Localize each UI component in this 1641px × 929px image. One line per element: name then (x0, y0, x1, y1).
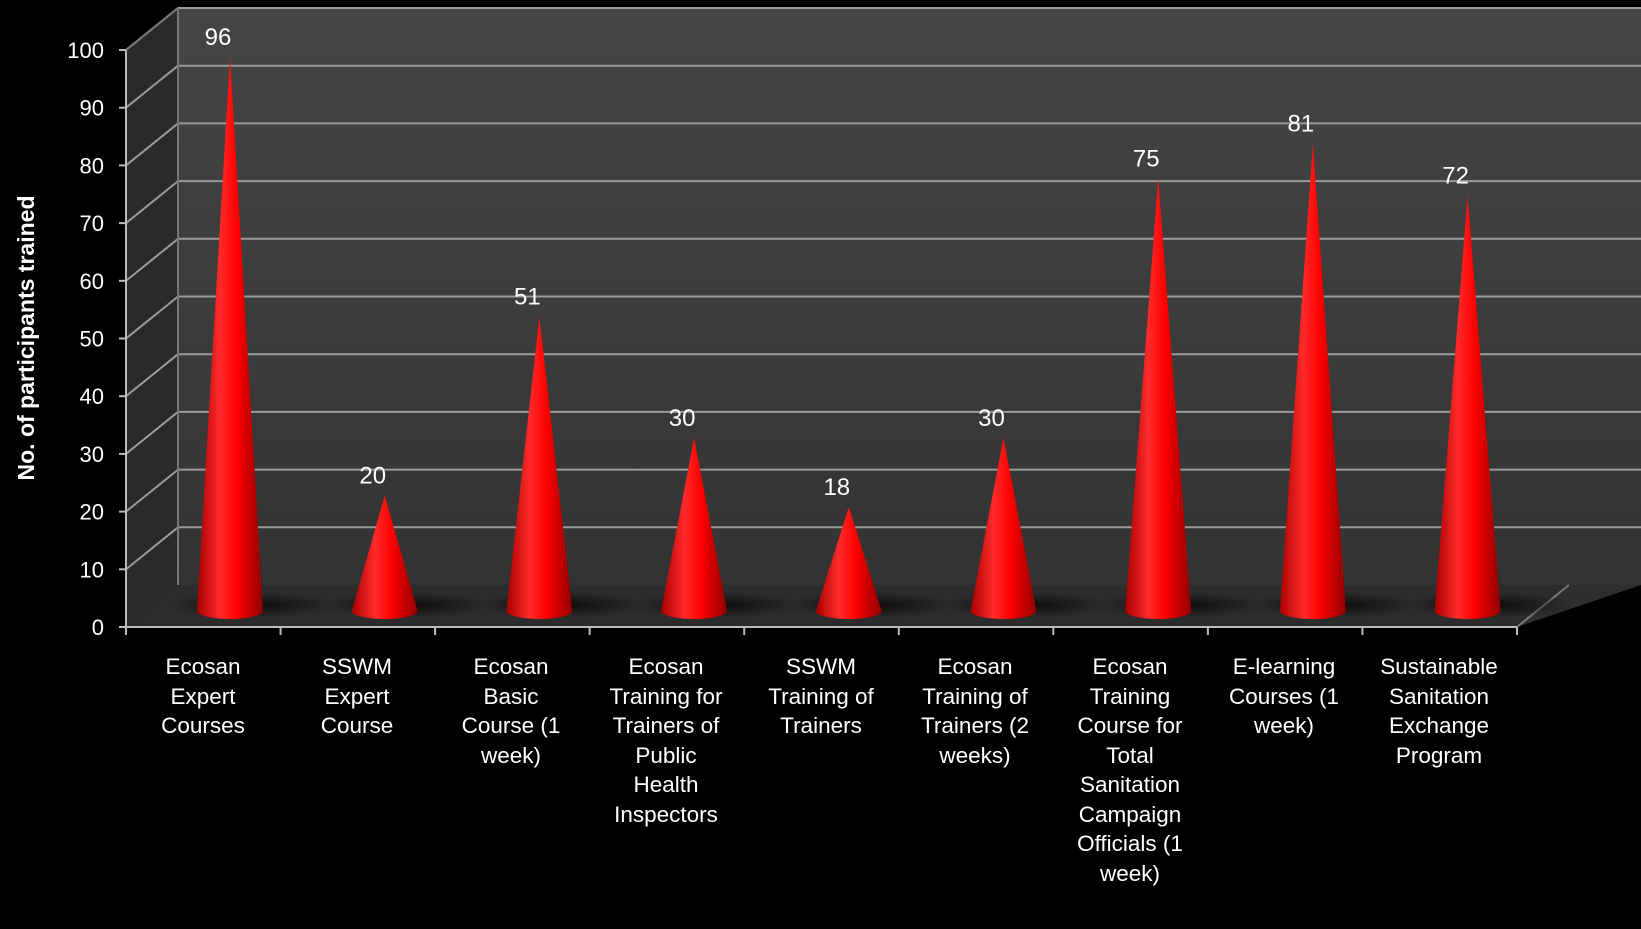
category-label-line: week) (1099, 860, 1161, 886)
category-label-line: Training of (922, 683, 1028, 709)
gridlines (125, 7, 1641, 571)
data-label: 81 (1288, 111, 1315, 138)
category-label-line: weeks) (939, 742, 1011, 768)
category-label-line: Sanitation (1388, 683, 1490, 709)
cone-bar (1279, 143, 1346, 619)
category-label-line: Trainers of (612, 713, 720, 738)
gridline-side (125, 122, 179, 167)
category-label-line: Course for (1077, 713, 1183, 738)
x-category-label: Ecosan Training for Trainers of Public Healt… (596, 652, 736, 829)
category-label-line: Health (633, 772, 699, 797)
cone-bar (1125, 178, 1192, 619)
category-label-line: Training (1089, 683, 1171, 709)
x-category-label: Ecosan Training Course for Total Sanitation C… (1060, 652, 1200, 888)
y-tick-label: 10 (80, 557, 104, 582)
y-tick-label: 60 (80, 269, 104, 294)
category-label-line: E-learning (1232, 654, 1336, 679)
data-label: 30 (978, 405, 1005, 432)
category-label-line: Program (1395, 742, 1483, 768)
category-label-line: Ecosan (165, 654, 241, 679)
chart-walls (126, 8, 1641, 627)
y-axis-label: No. of participants trained (13, 196, 39, 481)
data-label: 72 (1442, 163, 1469, 190)
y-tick-label: 0 (92, 615, 104, 640)
cone-bar (661, 437, 728, 619)
category-label-line: Officials (1 (1077, 831, 1183, 856)
data-label: 75 (1133, 145, 1160, 172)
category-label-line: Exchange (1388, 713, 1490, 738)
category-label-line: Ecosan (1092, 654, 1168, 679)
category-label-line: Expert (170, 683, 236, 709)
cone-bar (1434, 195, 1501, 619)
y-tick-label: 100 (67, 38, 104, 63)
category-label-line: Courses (161, 713, 245, 738)
data-label: 51 (514, 284, 541, 311)
category-label-line: Trainers (2 (921, 713, 1029, 738)
gridline-side (125, 353, 179, 397)
y-tick-label: 70 (80, 211, 104, 236)
y-tick-label: 80 (80, 153, 104, 178)
gridline-side (125, 64, 179, 109)
category-label-line: Ecosan (937, 654, 1013, 679)
category-label-line: Ecosan (473, 654, 549, 679)
cone-bar (506, 316, 573, 619)
x-category-label: Ecosan Expert Courses (133, 652, 273, 741)
y-tick-label: 50 (80, 327, 104, 352)
category-label-line: Training for (609, 683, 723, 709)
cone-bar (815, 507, 882, 619)
category-label-line: Expert (324, 683, 390, 709)
data-label: 20 (359, 463, 386, 490)
category-label-line: SSWM (786, 654, 856, 679)
category-label-line: Total (1106, 742, 1154, 768)
gridline-side (125, 238, 179, 282)
axes: 0 10 20 30 40 50 60 70 80 90 100 (67, 7, 1570, 640)
gridline-side (125, 526, 179, 571)
category-label-line: Trainers (780, 713, 862, 738)
top-edge-line (125, 7, 179, 51)
category-label-line: Courses (1 (1228, 683, 1340, 709)
y-tick-label: 20 (80, 500, 104, 525)
category-label-line: Ecosan (628, 654, 704, 679)
x-category-label: Sustainable Sanitation Exchange Program (1369, 652, 1509, 770)
gridline-side (125, 180, 179, 224)
x-category-label: Ecosan Basic Course (1 week) (441, 652, 581, 770)
gridline-side (125, 468, 179, 513)
data-label: 18 (823, 474, 850, 501)
data-label: 96 (205, 24, 232, 51)
category-label-line: Inspectors (614, 801, 718, 827)
data-label: 30 (669, 405, 696, 432)
category-label-line: Public (635, 742, 697, 768)
gridline-side (125, 295, 179, 340)
category-label-line: Basic (483, 683, 539, 709)
x-category-label: Ecosan Training of Trainers (2 weeks) (905, 652, 1045, 770)
category-label-line: week) (1253, 713, 1315, 738)
gridline-side (125, 411, 179, 455)
x-category-label: SSWM Expert Course (287, 652, 427, 741)
category-label-line: Campaign (1078, 801, 1182, 827)
x-category-label: SSWM Training of Trainers (751, 652, 891, 741)
y-tick-label: 90 (80, 96, 104, 121)
data-labels: 96 20 51 30 18 30 75 81 72 (205, 24, 1469, 501)
category-label-line: Sustainable (1380, 654, 1498, 679)
category-label-line: Training of (768, 683, 874, 709)
cones (167, 57, 1575, 619)
x-category-label: E-learning Courses (1 week) (1214, 652, 1354, 741)
category-label-line: SSWM (322, 654, 392, 679)
cone-bar (970, 437, 1037, 619)
y-tick-label: 40 (80, 384, 104, 409)
cone-bar (197, 57, 263, 619)
category-label-line: Sanitation (1079, 772, 1181, 797)
cone-bar (351, 495, 418, 619)
category-label-line: Course (1 (461, 713, 561, 738)
category-label-line: Course (320, 713, 394, 738)
category-label-line: week) (480, 742, 542, 768)
y-tick-label: 30 (80, 442, 104, 467)
